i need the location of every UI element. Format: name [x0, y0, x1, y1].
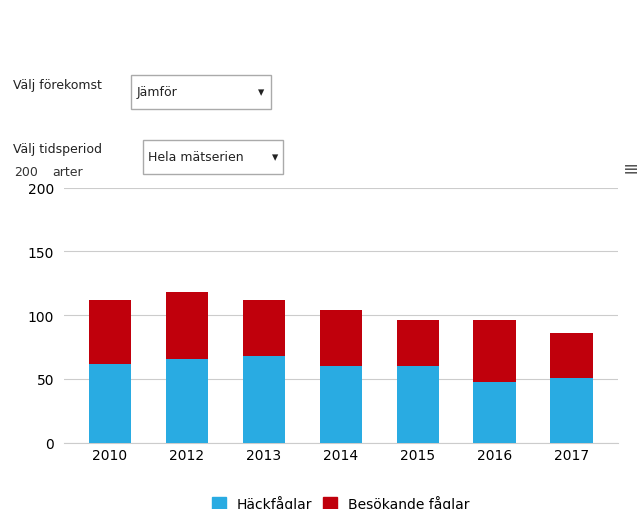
- Text: Hela mätserien: Hela mätserien: [148, 151, 243, 164]
- Bar: [89, 364, 131, 443]
- Bar: [473, 382, 516, 443]
- Bar: [166, 359, 208, 443]
- Text: Välj förekomst: Välj förekomst: [13, 79, 102, 92]
- Bar: [473, 321, 516, 382]
- Bar: [131, 76, 271, 110]
- Bar: [550, 378, 592, 443]
- Bar: [320, 366, 362, 443]
- Bar: [143, 140, 283, 175]
- Legend: Häckfåglar, Besökande fåglar: Häckfåglar, Besökande fåglar: [208, 491, 474, 509]
- Text: arter: arter: [53, 165, 83, 178]
- Bar: [243, 300, 285, 356]
- Bar: [166, 293, 208, 359]
- Text: Antal naturligt förekommande fågelarter i bebyggd miljö: Antal naturligt förekommande fågelarter …: [10, 22, 499, 39]
- Text: ▾: ▾: [272, 151, 278, 164]
- Bar: [243, 356, 285, 443]
- Text: Jämför: Jämför: [137, 86, 178, 99]
- Text: 200: 200: [14, 165, 38, 178]
- Bar: [397, 366, 439, 443]
- Bar: [550, 333, 592, 378]
- Bar: [89, 300, 131, 364]
- Bar: [320, 310, 362, 366]
- Bar: [397, 321, 439, 366]
- Text: ≡: ≡: [624, 159, 637, 178]
- Text: ▾: ▾: [258, 86, 264, 99]
- Text: Välj tidsperiod: Välj tidsperiod: [13, 143, 102, 156]
